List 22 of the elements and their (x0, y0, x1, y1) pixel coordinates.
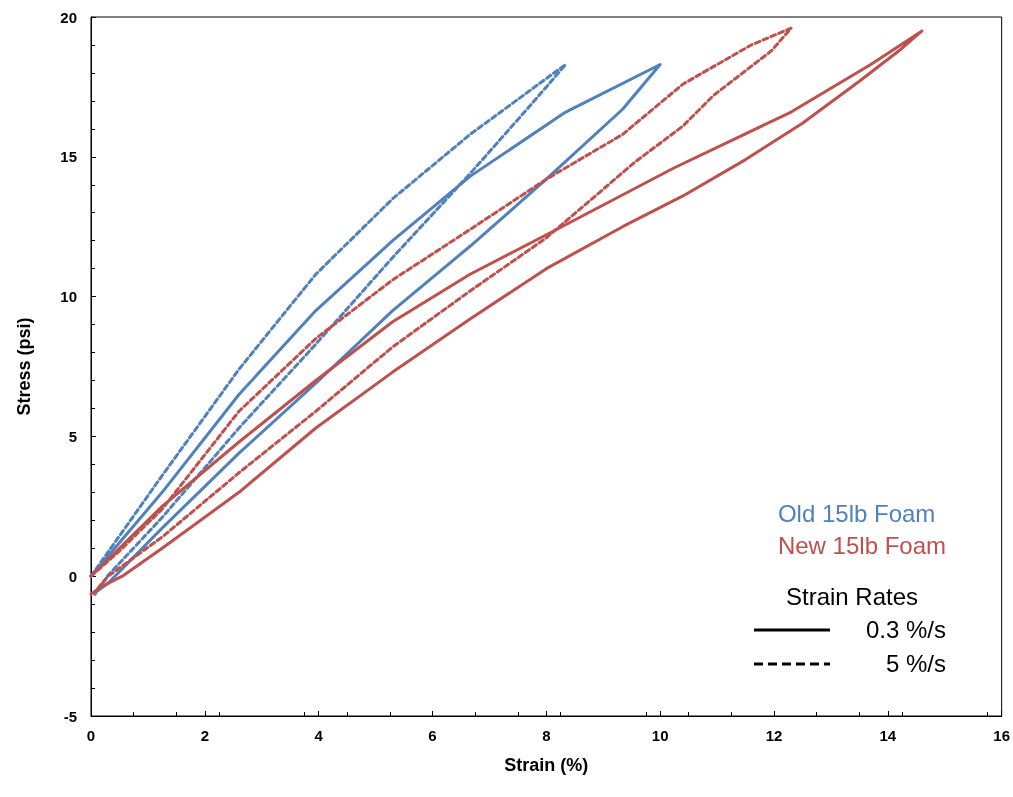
annotation: 0.3 %/s (864, 616, 946, 644)
x-tick-label: 6 (428, 727, 437, 744)
x-axis-title: Strain (%) (504, 755, 589, 775)
y-tick-label: 10 (60, 288, 77, 306)
x-tick-label: 14 (879, 727, 897, 744)
text: New 15lb Foam (777, 531, 947, 559)
text: Old 15lb Foam (777, 499, 936, 527)
x-tick-label: 0 (86, 727, 96, 744)
y-tick-label: -5 (63, 707, 77, 725)
x-tick-label: 10 (651, 727, 669, 744)
y-axis-title: Stress (psi) (14, 317, 34, 416)
x-tick-label: 4 (314, 727, 324, 744)
x-tick-label: 2 (200, 727, 209, 744)
x-tick-label: 16 (993, 727, 1010, 744)
y-tick-label: 0 (68, 567, 77, 585)
y-tick-label: 5 (68, 427, 77, 445)
x-tick-label: 12 (765, 727, 783, 744)
x-tick-label: 8 (542, 727, 551, 744)
y-tick-label: 15 (60, 148, 77, 166)
y-tick-label: 20 (60, 8, 77, 26)
legend-title: Strain Rates (784, 583, 920, 611)
annotation: 5 %/s (884, 650, 946, 678)
